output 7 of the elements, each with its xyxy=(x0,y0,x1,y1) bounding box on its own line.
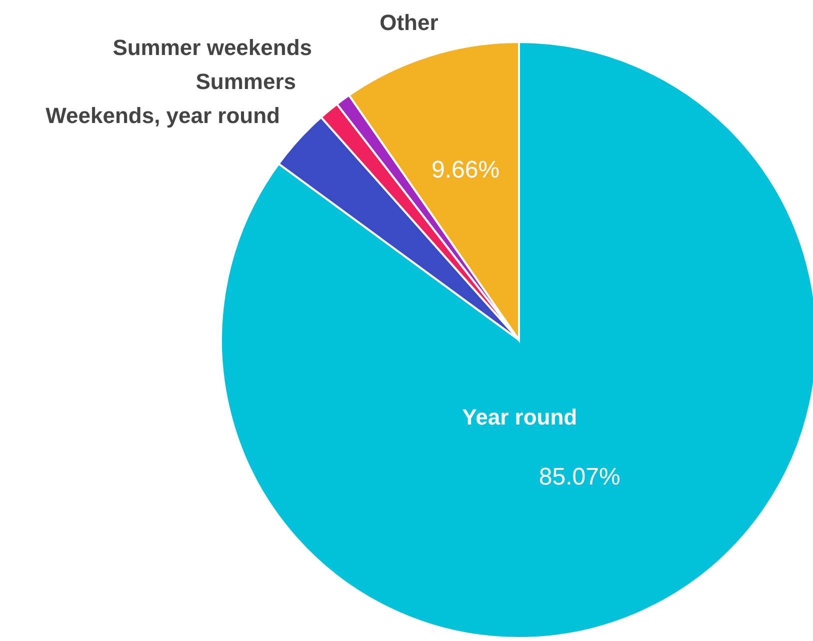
slice-label: Summers xyxy=(196,69,296,94)
slice-label: Weekends, year round xyxy=(46,103,280,128)
slice-label: Other xyxy=(380,10,439,35)
data-label: 85.07% xyxy=(538,464,620,491)
data-label: 9.66% xyxy=(432,156,500,184)
slice-label: Year round xyxy=(462,404,578,430)
slice-label: Summer weekends xyxy=(112,35,312,60)
